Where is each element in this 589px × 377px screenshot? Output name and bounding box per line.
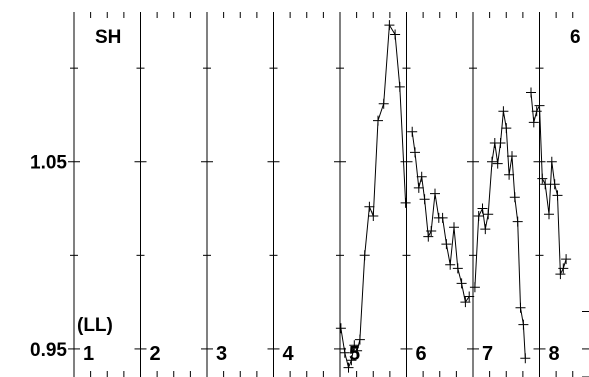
panel-label: 5 [349, 343, 360, 365]
series-line [530, 92, 567, 277]
data-point [437, 212, 448, 223]
axis-ticks [68, 12, 589, 377]
panel-label: 4 [283, 343, 295, 365]
data-point [441, 239, 452, 250]
data-point [544, 209, 554, 220]
data-point [460, 297, 471, 308]
data-point [501, 123, 512, 134]
series-4 [526, 87, 572, 280]
data-point [492, 158, 503, 169]
panel-labels: 1 2 3 4 5 6 7 8 [83, 343, 560, 365]
data-point [480, 224, 491, 235]
data-point [407, 126, 418, 137]
panel-label: 2 [150, 343, 161, 365]
data-point [558, 263, 569, 274]
data-point [416, 171, 427, 182]
data-point [354, 334, 365, 345]
data-point [552, 190, 563, 201]
y-tick-label: 0.95 [30, 340, 67, 361]
data-point [346, 355, 357, 366]
data-point [430, 188, 440, 199]
data-point [549, 179, 560, 190]
y-tick-label: 1.05 [30, 153, 67, 174]
data-point [400, 197, 411, 208]
panel-label: 7 [482, 343, 493, 365]
data-point [394, 81, 405, 92]
data-point [423, 231, 434, 242]
data-point [534, 100, 545, 111]
series-1 [335, 20, 411, 373]
data-point [343, 362, 354, 373]
panel-boundaries [73, 12, 540, 377]
data-point [483, 209, 494, 220]
series-line [474, 111, 526, 359]
data-point [498, 106, 509, 117]
data-point [390, 29, 401, 40]
data-point [528, 117, 539, 128]
data-point [487, 156, 497, 167]
data-point [518, 319, 529, 330]
corner-label-right: 6 [570, 27, 581, 48]
data-point [561, 254, 572, 265]
data-point [509, 192, 520, 203]
data-point [473, 211, 484, 221]
data-point [368, 211, 379, 221]
series-2 [407, 126, 475, 308]
data-point [445, 259, 456, 270]
data-point [359, 250, 370, 261]
sub-label: (LL) [77, 315, 113, 336]
data-point [464, 291, 475, 302]
data-point [452, 263, 463, 274]
data-point [419, 194, 430, 205]
data-point [546, 156, 557, 167]
data-point [507, 151, 517, 162]
data-point [426, 226, 437, 236]
data-point [352, 345, 363, 356]
y-tick-labels: 1.05 0.95 [30, 153, 67, 361]
series-line [411, 131, 470, 304]
data-point [413, 182, 424, 193]
panel-label: 3 [216, 343, 227, 365]
data-point [495, 138, 506, 148]
data-point [520, 353, 531, 364]
panel-label: 1 [83, 343, 94, 365]
data-point [449, 222, 459, 233]
panel-label: 8 [549, 343, 560, 365]
data-point [555, 269, 566, 280]
data-point [384, 20, 395, 31]
data-point [537, 173, 548, 184]
data-point [512, 216, 523, 227]
series-layer [335, 20, 572, 373]
series-3 [469, 106, 531, 364]
data-point [373, 115, 383, 126]
data-point [339, 347, 350, 358]
data-point [456, 278, 467, 289]
series-line [340, 23, 407, 370]
data-point [410, 147, 420, 158]
data-point [515, 302, 526, 313]
data-point [540, 179, 551, 190]
data-point [477, 203, 488, 214]
data-point [504, 169, 515, 180]
data-point [335, 323, 346, 334]
data-point [526, 87, 536, 98]
corner-label-left: SH [95, 27, 121, 48]
data-point [469, 282, 480, 293]
panel-label: 6 [416, 343, 427, 365]
data-point [364, 201, 375, 212]
data-point [349, 340, 360, 351]
data-point [531, 106, 542, 117]
data-point [378, 98, 389, 109]
